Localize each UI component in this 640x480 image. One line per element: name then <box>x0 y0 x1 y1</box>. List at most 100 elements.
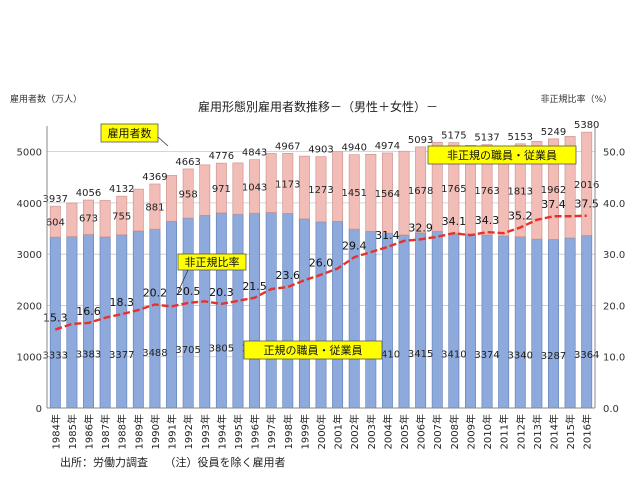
nonregular-value-label: 604 <box>46 218 65 229</box>
ratio-value-label: 20.2 <box>143 286 168 299</box>
total-value-label: 5153 <box>508 132 533 143</box>
bar-regular <box>381 232 393 409</box>
total-value-label: 4056 <box>76 188 101 199</box>
ratio-value-label: 35.2 <box>508 210 533 223</box>
x-tick-label: 2007年 <box>431 414 444 449</box>
bar-nonregular <box>66 202 78 237</box>
x-tick-label: 2012年 <box>514 414 527 449</box>
regular-value-label: 3377 <box>109 350 134 361</box>
total-value-label: 5093 <box>408 135 433 146</box>
ratio-value-label: 37.4 <box>541 198 566 211</box>
bar-nonregular <box>332 151 344 222</box>
nonregular-value-label: 1451 <box>341 188 366 199</box>
left-tick-label: 5000 <box>17 148 42 159</box>
left-tick-label: 0 <box>36 404 42 415</box>
x-tick-label: 2008年 <box>448 414 461 449</box>
regular-value-label: 3705 <box>175 345 200 356</box>
nonregular-value-label: 1173 <box>275 179 300 190</box>
bar-regular <box>298 218 310 409</box>
ratio-value-label: 20.5 <box>176 285 201 298</box>
bar-regular <box>481 234 493 409</box>
x-tick-label: 1986年 <box>83 414 96 449</box>
total-callout-label: 雇用者数 <box>108 126 152 140</box>
right-tick-label: 0.0 <box>603 404 619 415</box>
nonregular-value-label: 971 <box>212 184 231 195</box>
total-value-label: 5380 <box>574 120 599 131</box>
regular-value-label: 3415 <box>408 349 433 360</box>
bar-regular <box>249 212 261 409</box>
total-value-label: 4132 <box>109 184 134 195</box>
bar-regular <box>166 221 177 409</box>
left-axis-label: 雇用者数（万人） <box>10 93 82 105</box>
x-tick-label: 1994年 <box>215 414 228 449</box>
bar-nonregular <box>215 162 227 214</box>
total-value-label: 3937 <box>43 194 68 205</box>
ratio-value-label: 21.5 <box>242 280 267 293</box>
bar-regular <box>564 237 576 409</box>
x-tick-label: 1992年 <box>182 414 195 449</box>
ratio-value-label: 34.1 <box>442 215 467 228</box>
bar-regular <box>265 212 277 409</box>
total-value-label: 5249 <box>541 127 566 138</box>
x-tick-label: 1989年 <box>132 414 145 449</box>
bar-nonregular <box>315 156 327 223</box>
bar-nonregular <box>548 138 559 240</box>
ratio-value-label: 31.4 <box>375 229 400 242</box>
regular-value-label: 3805 <box>209 343 234 354</box>
x-tick-label: 1998年 <box>282 414 295 449</box>
bar-nonregular <box>398 150 410 236</box>
total-callout-box <box>100 123 159 143</box>
x-tick-label: 1993年 <box>199 414 212 449</box>
regular-value-label: 3364 <box>574 350 599 361</box>
ratio-value-label: 18.3 <box>109 296 134 309</box>
bar-nonregular <box>49 205 61 238</box>
left-tick-label: 4000 <box>17 199 42 210</box>
bar-nonregular <box>514 143 526 238</box>
data-labels: 3937 604 3333 15.3 4056 673 3383 16.6 4132 755 337… <box>43 120 600 362</box>
bar-nonregular <box>415 146 427 234</box>
regular-value-label: 3383 <box>76 350 101 361</box>
ratio-value-label: 37.5 <box>574 198 599 211</box>
ratio-value-label: 23.6 <box>276 269 301 282</box>
total-callout-pointer <box>157 136 169 147</box>
bar-nonregular <box>348 154 360 230</box>
ratio-value-label: 26.0 <box>309 257 334 270</box>
nonregular-callout-label: 非正規の職員・従業員 <box>447 148 557 162</box>
bar-regular <box>199 215 211 409</box>
bar-nonregular <box>365 154 377 232</box>
x-tick-label: 1997年 <box>265 414 278 449</box>
bar-regular <box>149 228 161 409</box>
bar-nonregular <box>282 153 294 214</box>
bar-nonregular <box>166 175 177 222</box>
x-tick-label: 2009年 <box>464 414 477 449</box>
bar-nonregular <box>149 183 161 230</box>
ratio-value-label: 20.3 <box>209 286 234 299</box>
right-axis-label: 非正規比率（%） <box>540 93 612 105</box>
nonregular-value-label: 1678 <box>408 186 433 197</box>
regular-value-label: 3333 <box>43 350 68 361</box>
x-tick-label: 2001年 <box>332 414 345 449</box>
bar-regular <box>581 235 593 409</box>
total-value-label: 4663 <box>175 157 200 168</box>
bar-regular <box>548 239 559 409</box>
bar-regular <box>83 234 94 409</box>
ratio-callout-box <box>177 253 247 271</box>
bar-regular <box>398 234 410 409</box>
nonregular-value-label: 1765 <box>441 184 466 195</box>
ratio-line <box>54 214 587 331</box>
bar-nonregular <box>232 162 244 215</box>
x-tick-label: 2005年 <box>398 414 411 449</box>
x-tick-label: 2002年 <box>348 414 361 449</box>
bar-nonregular <box>116 195 128 236</box>
ratio-line-group <box>54 214 587 331</box>
nonregular-value-label: 881 <box>145 203 164 214</box>
bar-nonregular <box>99 200 111 238</box>
bar-regular <box>514 236 526 409</box>
x-tick-label: 2011年 <box>498 414 511 449</box>
ratio-value-label: 32.9 <box>408 221 433 234</box>
bar-nonregular <box>581 131 593 236</box>
bar-nonregular <box>431 142 443 232</box>
ratio-value-label: 29.4 <box>342 239 367 252</box>
